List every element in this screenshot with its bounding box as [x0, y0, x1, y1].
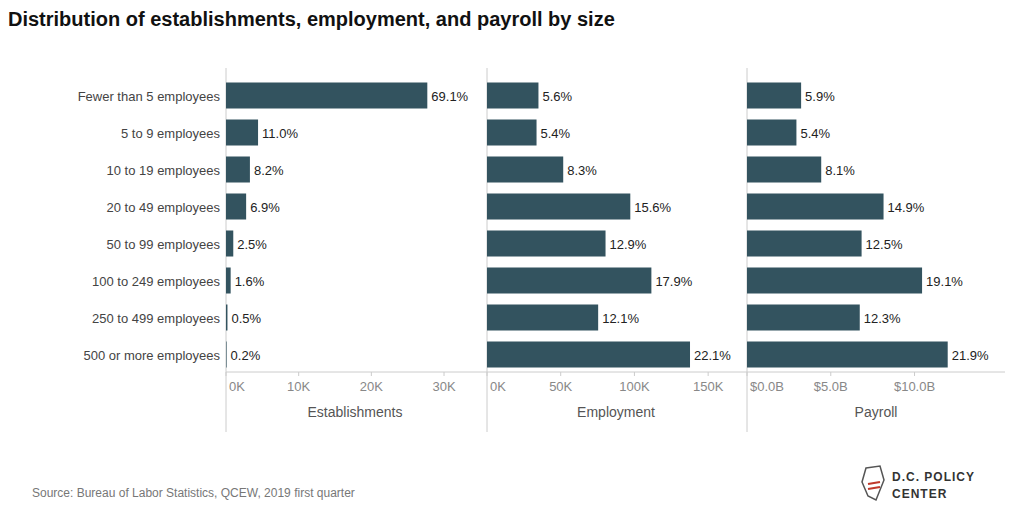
tick-label: 150K [693, 379, 724, 394]
bar [226, 157, 250, 183]
logo-icon [862, 466, 884, 500]
bar [487, 231, 606, 257]
tick-label: 50K [549, 379, 572, 394]
tick-mark [747, 372, 748, 376]
data-label: 2.5% [237, 237, 267, 252]
tick-label: 10K [287, 379, 310, 394]
data-label: 8.1% [825, 163, 855, 178]
tick-label: 20K [360, 379, 383, 394]
logo-text: D.C. POLICY [892, 470, 975, 484]
data-label: 12.5% [866, 237, 903, 252]
data-label: 5.9% [805, 89, 835, 104]
data-label: 11.0% [262, 126, 298, 141]
category-label: Fewer than 5 employees [78, 89, 221, 104]
data-label: 0.5% [231, 311, 261, 326]
data-label: 5.6% [542, 89, 572, 104]
logo-stripe [868, 482, 880, 484]
bar [487, 342, 690, 368]
tick-mark [487, 372, 488, 376]
bar [487, 157, 563, 183]
tick-mark [914, 372, 915, 376]
category-label: 50 to 99 employees [107, 237, 221, 252]
logo: D.C. POLICY CENTER [862, 466, 975, 501]
data-label: 5.4% [541, 126, 571, 141]
tick-mark [708, 372, 709, 376]
axis-label: Payroll [855, 404, 898, 420]
data-label: 0.2% [231, 348, 261, 363]
bar [487, 305, 598, 331]
tick-mark [444, 372, 445, 376]
tick-label: $5.0B [814, 379, 848, 394]
tick-mark [634, 372, 635, 376]
data-label: 69.1% [431, 89, 468, 104]
tick-label: $10.0B [894, 379, 935, 394]
bar [747, 83, 801, 109]
data-label: 12.1% [602, 311, 639, 326]
data-label: 14.9% [888, 200, 925, 215]
bars [487, 83, 690, 368]
bar [226, 231, 233, 257]
bar [226, 342, 227, 368]
bar [226, 268, 231, 294]
data-label: 12.3% [864, 311, 901, 326]
bar [747, 268, 922, 294]
category-label: 500 or more employees [83, 348, 220, 363]
tick-label: 0K [490, 379, 506, 394]
bars [747, 83, 948, 368]
bar [226, 120, 258, 146]
data-label: 21.9% [952, 348, 989, 363]
bar [747, 157, 821, 183]
bar [747, 120, 796, 146]
tick-label: 100K [619, 379, 650, 394]
data-label: 15.6% [634, 200, 671, 215]
bar [747, 342, 948, 368]
axis-label: Employment [577, 404, 655, 420]
data-label: 12.9% [610, 237, 647, 252]
data-label: 8.2% [254, 163, 284, 178]
tick-mark [226, 372, 227, 376]
bar [487, 83, 538, 109]
bar [226, 305, 227, 331]
axis-line [226, 372, 1005, 373]
data-label: 19.1% [926, 274, 963, 289]
bar [747, 231, 862, 257]
bar [487, 120, 537, 146]
logo-text: CENTER [892, 487, 947, 501]
bar [487, 194, 630, 220]
category-label: 250 to 499 employees [92, 311, 220, 326]
tick-mark [560, 372, 561, 376]
data-label: 17.9% [655, 274, 692, 289]
data-label: 8.3% [567, 163, 597, 178]
category-label: 20 to 49 employees [107, 200, 221, 215]
source: Source: Bureau of Labor Statistics, QCEW… [32, 486, 355, 500]
tick-label: 30K [432, 379, 455, 394]
bar [487, 268, 651, 294]
bar [747, 194, 884, 220]
title: Distribution of establishments, employme… [8, 8, 615, 30]
chart-canvas: Distribution of establishments, employme… [0, 0, 1024, 524]
axis-label: Establishments [308, 404, 403, 420]
data-label: 1.6% [235, 274, 265, 289]
category-label: 10 to 19 employees [107, 163, 221, 178]
category-label: 5 to 9 employees [121, 126, 221, 141]
bar [226, 83, 427, 109]
bars [226, 83, 427, 368]
category-label: 100 to 249 employees [92, 274, 220, 289]
bar [747, 305, 860, 331]
logo-stripe [868, 487, 880, 489]
data-label: 22.1% [694, 348, 731, 363]
data-label: 5.4% [800, 126, 830, 141]
tick-mark [298, 372, 299, 376]
tick-label: $0.0B [750, 379, 784, 394]
bar [226, 194, 246, 220]
data-label: 6.9% [250, 200, 280, 215]
tick-mark [830, 372, 831, 376]
tick-mark [371, 372, 372, 376]
tick-label: 0K [229, 379, 245, 394]
